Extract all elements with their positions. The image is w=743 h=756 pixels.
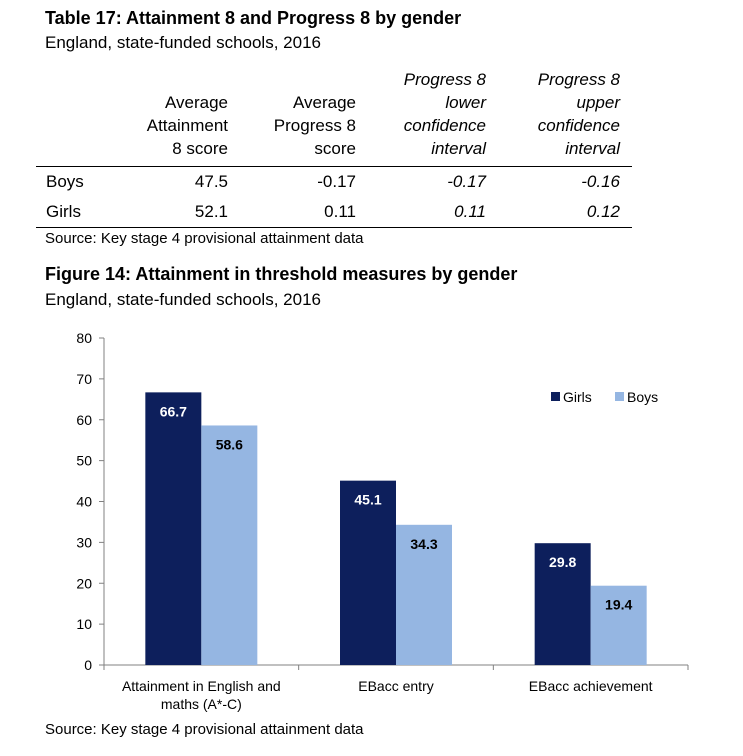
y-tick-label: 10 (76, 616, 92, 632)
legend-label-boys: Boys (627, 389, 658, 405)
table-17-subtitle: England, state-funded schools, 2016 (45, 33, 321, 52)
bar-boys (396, 524, 452, 665)
header-line: upper (576, 93, 620, 112)
bar-boys (590, 585, 647, 665)
x-tick-label: EBacc entry (358, 678, 433, 694)
header-line: score (314, 139, 356, 158)
y-tick-label: 30 (76, 534, 92, 550)
bar-value-label: 29.8 (549, 554, 576, 570)
cell-lower-ci: 0.11 (356, 197, 486, 228)
y-tick-label: 20 (76, 575, 92, 591)
figure-14-source: Source: Key stage 4 provisional attainme… (45, 721, 364, 738)
table-header-row: Average Attainment 8 score Average Progr… (36, 64, 632, 167)
bar-value-label: 58.6 (216, 436, 243, 452)
header-upper-ci: Progress 8 upper confidence interval (486, 64, 632, 167)
header-line: Average (164, 93, 228, 112)
x-tick-label: Attainment in English and (122, 678, 281, 694)
legend-label-girls: Girls (563, 389, 592, 405)
cell-attainment-8: 52.1 (110, 197, 228, 228)
header-line: Progress 8 (403, 70, 486, 89)
figure-14-subtitle: England, state-funded schools, 2016 (45, 290, 321, 309)
header-line: Average (292, 93, 356, 112)
header-line: Progress 8 (537, 70, 620, 89)
y-tick-label: 70 (76, 371, 92, 387)
table-row: Girls 52.1 0.11 0.11 0.12 (36, 197, 632, 228)
header-line: 8 score (172, 139, 228, 158)
table-17-source: Source: Key stage 4 provisional attainme… (45, 230, 364, 247)
table-17-title: Table 17: Attainment 8 and Progress 8 by… (45, 8, 462, 28)
bar-value-label: 45.1 (354, 492, 381, 508)
y-tick-label: 60 (76, 412, 92, 428)
table-row: Boys 47.5 -0.17 -0.17 -0.16 (36, 167, 632, 198)
bar-girls (145, 392, 202, 665)
header-line: lower (445, 93, 486, 112)
header-line: interval (565, 139, 620, 158)
bar-girls (534, 543, 591, 665)
header-line: Progress 8 (273, 116, 356, 135)
cell-upper-ci: 0.12 (486, 197, 632, 228)
bar-girls (340, 480, 396, 665)
header-blank (36, 64, 110, 167)
legend-swatch-girls (551, 392, 560, 401)
y-tick-label: 40 (76, 494, 92, 510)
y-tick-label: 80 (76, 330, 92, 346)
figure-14-title: Figure 14: Attainment in threshold measu… (45, 264, 518, 284)
bar-value-label: 19.4 (605, 597, 632, 613)
header-attainment-8: Average Attainment 8 score (110, 64, 228, 167)
cell-progress-8: -0.17 (317, 172, 356, 191)
header-line: Attainment (146, 116, 228, 135)
header-progress-8: Average Progress 8 score (228, 64, 356, 167)
header-line: interval (431, 139, 486, 158)
bar-value-label: 66.7 (160, 403, 187, 419)
bar-value-label: 34.3 (410, 536, 437, 552)
header-line: confidence (537, 116, 620, 135)
legend-swatch-boys (615, 392, 624, 401)
header-line: confidence (403, 116, 486, 135)
header-lower-ci: Progress 8 lower confidence interval (356, 64, 486, 167)
y-tick-label: 50 (76, 453, 92, 469)
bar-boys (201, 425, 258, 665)
attainment-table: Average Attainment 8 score Average Progr… (36, 64, 632, 228)
cell-lower-ci: -0.17 (447, 172, 486, 191)
cell-attainment-8: 47.5 (194, 172, 228, 191)
row-label: Boys (46, 172, 84, 191)
x-tick-label: maths (A*-C) (161, 696, 242, 712)
cell-upper-ci: -0.16 (581, 172, 620, 191)
y-tick-label: 0 (84, 657, 92, 673)
x-tick-label: EBacc achievement (529, 678, 653, 694)
cell-progress-8: 0.11 (228, 197, 356, 228)
row-label: Girls (36, 197, 110, 228)
